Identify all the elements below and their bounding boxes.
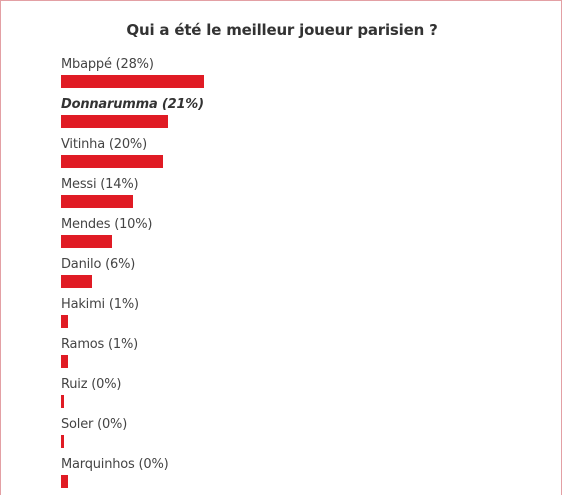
poll-bar-mbappe bbox=[61, 75, 204, 88]
poll-option-soler: Soler (0%) bbox=[61, 417, 541, 451]
poll-option-label: Ruiz (0%) bbox=[61, 377, 122, 392]
poll-bar-vitinha bbox=[61, 155, 163, 168]
poll-option-ruiz: Ruiz (0%) bbox=[61, 377, 541, 411]
poll-bar-donnarumma bbox=[61, 115, 168, 128]
poll-bar-danilo bbox=[61, 275, 92, 288]
poll-option-vitinha: Vitinha (20%) bbox=[61, 137, 541, 171]
poll-title: Qui a été le meilleur joueur parisien ? bbox=[126, 21, 438, 39]
poll-bar-messi bbox=[61, 195, 133, 208]
poll-option-mendes: Mendes (10%) bbox=[61, 217, 541, 251]
poll-option-hakimi: Hakimi (1%) bbox=[61, 297, 541, 331]
poll-option-label: Soler (0%) bbox=[61, 417, 128, 432]
poll-option-label: Hakimi (1%) bbox=[61, 297, 139, 312]
poll-option-label: Marquinhos (0%) bbox=[61, 457, 169, 472]
poll-option-label: Mendes (10%) bbox=[61, 217, 153, 232]
poll-option-label: Mbappé (28%) bbox=[61, 57, 154, 72]
poll-option-danilo: Danilo (6%) bbox=[61, 257, 541, 291]
poll-bar-mendes bbox=[61, 235, 112, 248]
poll-option-marquinhos: Marquinhos (0%) bbox=[61, 457, 541, 491]
poll-option-label: Donnarumma (21%) bbox=[61, 97, 204, 112]
poll-option-donnarumma: Donnarumma (21%) bbox=[61, 97, 541, 131]
poll-option-mbappe: Mbappé (28%) bbox=[61, 57, 541, 91]
poll-bar-marquinhos bbox=[61, 475, 68, 488]
poll-bar-soler bbox=[61, 435, 64, 448]
poll-option-label: Ramos (1%) bbox=[61, 337, 139, 352]
poll-bar-ruiz bbox=[61, 395, 64, 408]
poll-option-messi: Messi (14%) bbox=[61, 177, 541, 211]
poll-bar-ramos bbox=[61, 355, 68, 368]
poll-option-ramos: Ramos (1%) bbox=[61, 337, 541, 371]
poll-option-label: Vitinha (20%) bbox=[61, 137, 147, 152]
poll-bar-hakimi bbox=[61, 315, 68, 328]
poll-option-label: Danilo (6%) bbox=[61, 257, 136, 272]
poll-option-label: Messi (14%) bbox=[61, 177, 139, 192]
